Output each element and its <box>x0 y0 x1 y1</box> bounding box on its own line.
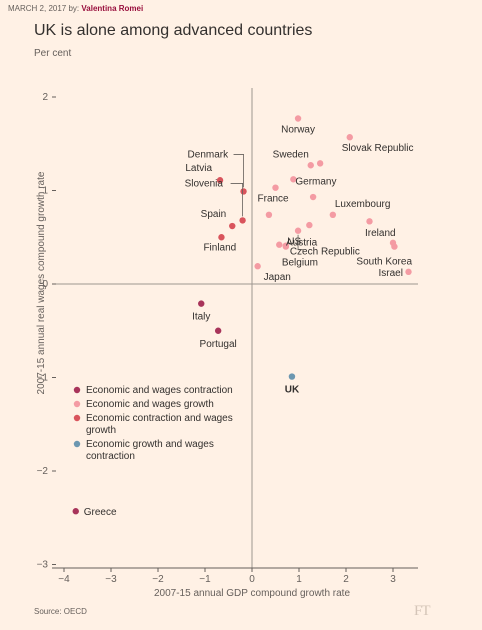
byline-author[interactable]: Valentina Romei <box>81 4 144 13</box>
point-label: Austria <box>286 238 318 249</box>
point-label: Luxembourg <box>335 199 391 210</box>
x-tick-label: −2 <box>152 574 164 585</box>
point-label: South Korea <box>356 257 412 268</box>
data-point <box>288 373 296 380</box>
chart-subtitle: Per cent <box>34 48 72 59</box>
point-labels: Norway Slovak Republic Sweden Germany France… <box>84 125 414 519</box>
legend-swatch <box>73 414 81 422</box>
data-point <box>272 184 279 191</box>
legend-label: growth <box>86 425 116 436</box>
data-point <box>391 243 398 250</box>
leader-line <box>233 154 244 188</box>
x-tick-label: 0 <box>249 574 255 585</box>
data-point <box>276 241 283 248</box>
point-label: Belgium <box>282 258 318 269</box>
y-tick-label: 2 <box>42 92 48 103</box>
data-point <box>254 263 261 270</box>
data-point <box>346 134 353 141</box>
y-tick-label: 1 <box>42 186 48 197</box>
source-note: Source: OECD <box>34 607 87 616</box>
byline-date: MARCH 2, 2017 <box>8 4 67 13</box>
x-tick-label: −3 <box>105 574 117 585</box>
x-axis-label: 2007-15 annual GDP compound growth rate <box>154 588 350 599</box>
data-point <box>265 211 273 219</box>
y-tick-label: 0 <box>42 279 48 290</box>
byline: MARCH 2, 2017 by: Valentina Romei <box>8 4 143 13</box>
point-label: Greece <box>84 507 117 518</box>
y-tick-label: −2 <box>37 466 49 477</box>
legend-label: contraction <box>86 451 135 462</box>
point-label: Portugal <box>200 339 237 350</box>
y-tick-label: −1 <box>37 373 49 384</box>
point-label: Italy <box>192 312 210 323</box>
point-label: Denmark <box>188 149 230 160</box>
x-tick-label: 2 <box>343 574 349 585</box>
point-label: UK <box>285 385 300 396</box>
data-point <box>405 268 412 276</box>
data-point <box>218 234 225 241</box>
x-tick-label: −4 <box>58 574 70 585</box>
data-point <box>316 160 324 167</box>
axes: −4 −3 −2 −1 0 1 2 3 −3 −2 −1 0 1 2 2007-15 annual GDP … <box>36 88 418 599</box>
point-label: Finland <box>203 242 236 253</box>
data-point <box>214 327 222 334</box>
data-point <box>306 221 313 229</box>
legend: Economic and wages contraction Economic a… <box>73 385 233 462</box>
point-label: Latvia <box>185 163 212 174</box>
data-point <box>294 115 302 122</box>
point-label: Slovak Republic <box>342 143 414 154</box>
data-point <box>290 176 297 183</box>
legend-label: Economic and wages growth <box>86 399 214 410</box>
data-point <box>229 222 236 230</box>
point-label: Spain <box>201 209 227 220</box>
chart-title: UK is alone among advanced countries <box>34 22 313 39</box>
data-point <box>294 227 302 234</box>
x-tick-label: 3 <box>390 574 396 585</box>
point-label: Japan <box>264 272 291 283</box>
point-label: Germany <box>295 176 336 187</box>
point-label: France <box>258 194 290 205</box>
y-tick-label: −3 <box>37 560 49 571</box>
leader-line <box>230 183 244 217</box>
data-point <box>72 508 79 515</box>
data-point <box>240 188 247 195</box>
legend-label: Economic growth and wages <box>86 439 214 450</box>
point-label: Czech Republic <box>290 247 360 258</box>
data-point <box>216 177 224 184</box>
byline-by: by: <box>68 4 80 13</box>
point-label: Norway <box>281 125 315 136</box>
data-point <box>198 300 205 307</box>
data-point <box>282 243 290 250</box>
x-tick-label: 1 <box>296 574 302 585</box>
data-point <box>366 218 373 225</box>
legend-label: Economic contraction and wages <box>86 413 233 424</box>
data-points <box>72 115 412 515</box>
legend-swatch <box>73 400 81 408</box>
legend-swatch <box>73 386 81 394</box>
data-point <box>307 162 314 169</box>
x-tick-label: −1 <box>199 574 211 585</box>
point-label: Slovenia <box>185 178 224 189</box>
point-label: Israel <box>379 268 403 279</box>
point-label: US <box>287 237 301 248</box>
ft-logo: FT <box>414 603 430 619</box>
legend-label: Economic and wages contraction <box>86 385 233 396</box>
data-point <box>239 217 246 224</box>
data-point <box>309 193 317 201</box>
y-axis-label: 2007-15 annual real wages compound growt… <box>36 171 47 394</box>
legend-swatch <box>73 440 81 448</box>
leader-line <box>297 234 305 251</box>
data-point <box>329 211 337 219</box>
point-label: Sweden <box>273 149 309 160</box>
point-label: Ireland <box>365 228 396 239</box>
